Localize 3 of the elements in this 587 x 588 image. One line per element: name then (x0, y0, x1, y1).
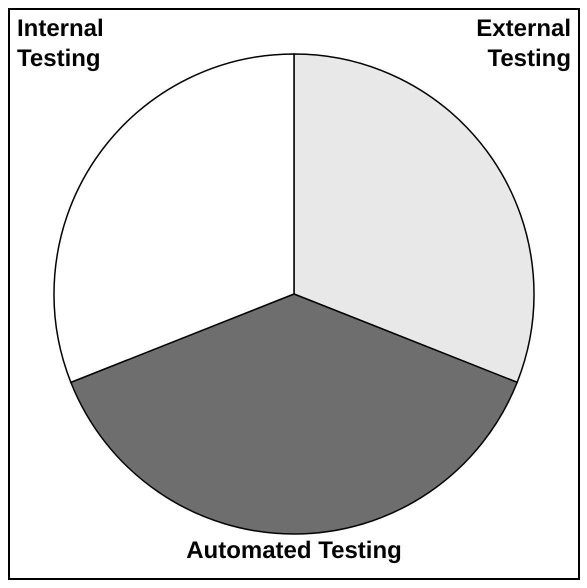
slice-label: External Testing (476, 15, 571, 72)
slice-label: Internal Testing (17, 15, 104, 72)
slice-label: Automated Testing (186, 537, 402, 564)
